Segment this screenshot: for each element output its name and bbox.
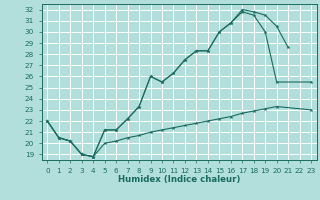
X-axis label: Humidex (Indice chaleur): Humidex (Indice chaleur): [118, 175, 240, 184]
